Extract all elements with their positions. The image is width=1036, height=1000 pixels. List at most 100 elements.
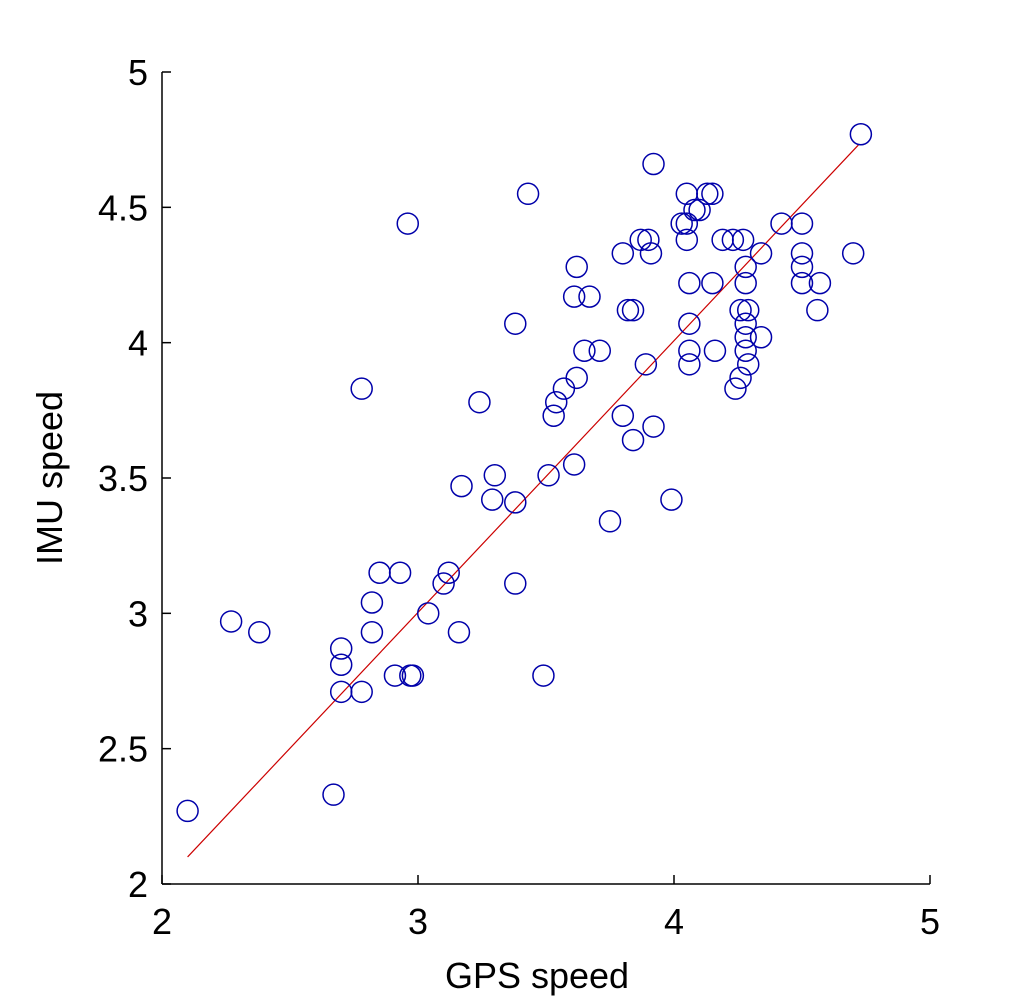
y-tick-label: 2.5 [98, 729, 148, 770]
data-point [562, 285, 586, 308]
data-point [790, 255, 814, 279]
data-point [701, 271, 724, 295]
data-point [642, 415, 665, 438]
data-point [696, 182, 719, 206]
data-point [841, 242, 865, 265]
tick-marks [161, 71, 931, 885]
data-point [675, 212, 699, 235]
data-point [565, 255, 588, 279]
data-point [678, 271, 701, 295]
data-point [721, 228, 745, 252]
data-point [350, 377, 373, 400]
data-point [678, 312, 701, 335]
data-point [611, 242, 635, 265]
data-points [176, 123, 873, 823]
data-point [701, 182, 724, 206]
x-tick-label: 2 [152, 901, 172, 942]
data-point [637, 228, 660, 252]
data-point [588, 339, 612, 363]
data-point [734, 339, 757, 363]
data-point [729, 298, 752, 322]
data-point [480, 488, 504, 511]
data-point [350, 680, 373, 704]
data-point [675, 228, 699, 252]
data-point [565, 366, 588, 390]
data-point [670, 212, 693, 235]
data-point [749, 242, 773, 265]
data-point [639, 242, 663, 265]
data-point [731, 228, 755, 252]
data-point [678, 339, 701, 363]
fit-line-group [187, 144, 859, 858]
data-point [368, 561, 391, 584]
data-point [450, 474, 473, 498]
data-point [396, 212, 420, 235]
data-point [416, 602, 440, 625]
y-tick-label: 4 [128, 323, 148, 364]
data-point [621, 298, 645, 322]
x-tick-label: 3 [408, 901, 428, 942]
x-tick-label: 4 [664, 901, 684, 942]
data-point [542, 404, 565, 427]
data-point [329, 637, 353, 660]
data-point [401, 664, 425, 687]
data-point [483, 464, 507, 487]
y-tick-label: 2 [128, 864, 148, 905]
data-point [634, 353, 658, 376]
data-point [688, 198, 711, 222]
y-tick-label: 5 [128, 52, 148, 93]
data-point [532, 664, 555, 687]
data-point [322, 783, 345, 806]
data-point [790, 242, 814, 265]
data-point [734, 271, 757, 295]
x-axis-title: GPS speed [445, 955, 629, 996]
data-point [642, 152, 665, 176]
data-point [808, 271, 832, 295]
data-point [516, 182, 540, 206]
data-point [736, 353, 760, 376]
data-point [770, 212, 793, 235]
tick-labels: 2 3 4 5 2 2.5 3 3.5 4 4.5 5 [98, 52, 940, 942]
data-point [578, 285, 601, 308]
data-point [849, 123, 873, 146]
y-axis-title: IMU speed [29, 391, 70, 565]
data-point [734, 255, 757, 279]
data-point [734, 312, 757, 335]
data-point [504, 312, 527, 335]
y-tick-label: 3.5 [98, 458, 148, 499]
data-point [504, 491, 527, 514]
data-point [724, 377, 747, 400]
data-point [562, 453, 586, 476]
fit-line [187, 144, 859, 858]
data-point [544, 390, 568, 414]
data-point [468, 390, 491, 414]
x-tick-label: 5 [920, 901, 940, 942]
data-point [176, 799, 199, 823]
data-point [219, 610, 243, 633]
y-tick-label: 4.5 [98, 187, 148, 228]
data-point [447, 621, 471, 644]
data-point [736, 298, 760, 322]
data-point [383, 664, 407, 687]
data-point [504, 572, 527, 595]
data-point [329, 653, 353, 677]
data-point [360, 591, 384, 614]
data-point [660, 488, 683, 511]
data-point [806, 298, 829, 322]
data-point [790, 212, 814, 235]
data-point [621, 428, 645, 452]
data-point [729, 366, 752, 390]
data-point [573, 339, 596, 363]
data-point [611, 404, 635, 427]
data-point [678, 353, 701, 376]
data-point [683, 198, 706, 222]
data-point [437, 561, 460, 584]
data-point [703, 339, 727, 363]
data-point [388, 561, 412, 584]
data-point [360, 621, 384, 644]
data-point [734, 326, 757, 349]
data-point [329, 680, 353, 704]
data-point [598, 510, 622, 533]
data-point [432, 572, 455, 595]
